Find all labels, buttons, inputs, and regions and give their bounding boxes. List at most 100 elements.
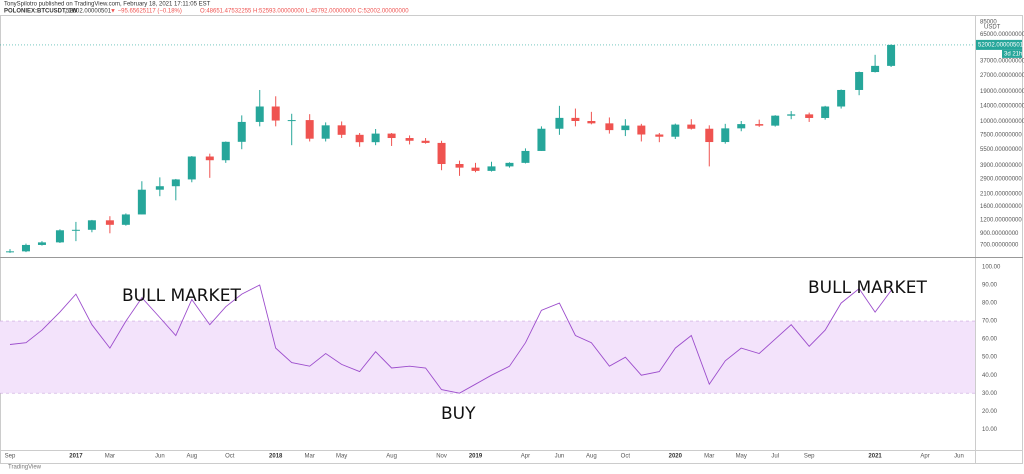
candle-body <box>337 125 346 135</box>
candle-body <box>637 125 646 135</box>
candle-body <box>555 117 564 129</box>
candle-body <box>87 220 96 230</box>
x-tick-label: Aug <box>186 454 197 460</box>
candle-body <box>55 230 64 243</box>
candle-body <box>155 186 164 190</box>
candle-body <box>521 150 530 163</box>
x-tick-label: Apr <box>920 454 929 460</box>
y-tick-label: 100.00 <box>982 265 1001 271</box>
candle-body <box>71 229 80 231</box>
candle-body <box>121 214 130 225</box>
candle-body <box>837 89 846 107</box>
y-tick-label: 65000.00000000 <box>980 32 1024 38</box>
y-tick-label: 70.00 <box>982 319 998 325</box>
y-tick-label: 10000.00000000 <box>980 119 1024 125</box>
candle-body <box>255 106 264 122</box>
footer: TradingView <box>8 465 42 471</box>
frame <box>0 15 1023 464</box>
candle-body <box>771 115 780 126</box>
candle-body <box>621 125 630 131</box>
y-tick-label: 40.00 <box>982 373 998 379</box>
candle-body <box>205 156 214 161</box>
annotation: BUY <box>441 404 476 424</box>
annotation: BULL MARKET <box>808 278 927 298</box>
rsi-line <box>9 284 892 394</box>
y-tick-label: 2900.00000000 <box>980 177 1022 183</box>
y-tick-label: 10.00 <box>982 427 998 433</box>
candle-body <box>855 72 864 90</box>
x-tick-label: Oct <box>225 454 235 460</box>
x-tick-label: Mar <box>305 454 315 460</box>
y-tick-label: 50.00 <box>982 355 998 361</box>
x-tick-label: 2020 <box>669 454 683 460</box>
x-tick-label: 2018 <box>269 454 283 460</box>
candle-body <box>305 120 314 139</box>
y-tick-label: 3900.00000000 <box>980 163 1022 169</box>
author-line: TonySpilotro published on TradingView.co… <box>4 2 211 8</box>
candle-body <box>287 120 296 122</box>
candle-body <box>587 120 596 124</box>
y-tick-label: 85000 <box>980 20 997 26</box>
candle-body <box>237 121 246 142</box>
x-tick-label: Jun <box>155 454 165 460</box>
candle-body <box>571 117 580 121</box>
change: ▼ −95.65625117 (−0.18%) <box>110 9 182 15</box>
x-tick-label: Aug <box>586 454 597 460</box>
y-tick-label: 1200.00000000 <box>980 217 1022 223</box>
y-tick-label: 14000.00000000 <box>980 103 1024 109</box>
candle-body <box>705 128 714 143</box>
countdown-tag <box>1002 49 1022 58</box>
candle-body <box>5 251 14 253</box>
y-tick-label: 700.00000000 <box>980 243 1019 249</box>
last-price-tag <box>976 39 1022 50</box>
y-tick-label: 19000.00000000 <box>980 89 1024 95</box>
x-tick-label: Sep <box>804 454 815 460</box>
candle-body <box>687 124 696 129</box>
y-tick-label: 2100.00000000 <box>980 192 1022 198</box>
countdown: 3d 21h <box>1004 51 1022 57</box>
x-tick-label: Jul <box>771 454 779 460</box>
y-tick-label: 5500.00000000 <box>980 147 1022 153</box>
x-tick-label: Mar <box>704 454 714 460</box>
candle-body <box>21 244 30 252</box>
x-tick-label: Jun <box>954 454 964 460</box>
ohlc: O:48651.47532255 H:52593.00000000 L:4579… <box>200 9 409 15</box>
candle-body <box>355 134 364 143</box>
symbol: POLONIEX:BTCUSDT, 1W <box>4 9 78 15</box>
y-tick-label: 60.00 <box>982 337 998 343</box>
candle-body <box>37 242 46 245</box>
x-tick-label: Apr <box>521 454 530 460</box>
x-tick-label: Aug <box>386 454 397 460</box>
unit-label: USDT <box>984 25 1001 31</box>
candle-body <box>537 128 546 151</box>
candle-body <box>187 156 196 180</box>
candle-body <box>387 133 396 139</box>
candle-body <box>455 164 464 168</box>
x-tick-label: May <box>736 454 747 460</box>
candle-body <box>171 179 180 187</box>
annotation: BULL MARKET <box>122 286 241 306</box>
candle-body <box>437 142 446 165</box>
y-tick-label: 27000.00000000 <box>980 73 1024 79</box>
x-tick-label: Sep <box>5 454 16 460</box>
last-price-label: 52002.00000501 <box>978 42 1024 48</box>
y-tick-label: 30.00 <box>982 391 998 397</box>
candle-body <box>787 114 796 116</box>
x-tick-label: Mar <box>105 454 115 460</box>
candle-body <box>137 189 146 215</box>
candle-body <box>755 124 764 126</box>
candle-body <box>721 128 730 143</box>
x-tick-label: Nov <box>436 454 447 460</box>
x-tick-label: 2017 <box>69 454 83 460</box>
y-tick-label: 1600.00000000 <box>980 204 1022 210</box>
x-tick-label: May <box>336 454 347 460</box>
rsi-band <box>0 321 975 394</box>
candle-body <box>821 106 830 118</box>
candle-body <box>471 167 480 171</box>
candle-body <box>405 138 414 141</box>
y-tick-label: 90.00 <box>982 283 998 289</box>
candle-body <box>371 133 380 143</box>
x-tick-label: 2021 <box>868 454 882 460</box>
candle-body <box>605 123 614 131</box>
